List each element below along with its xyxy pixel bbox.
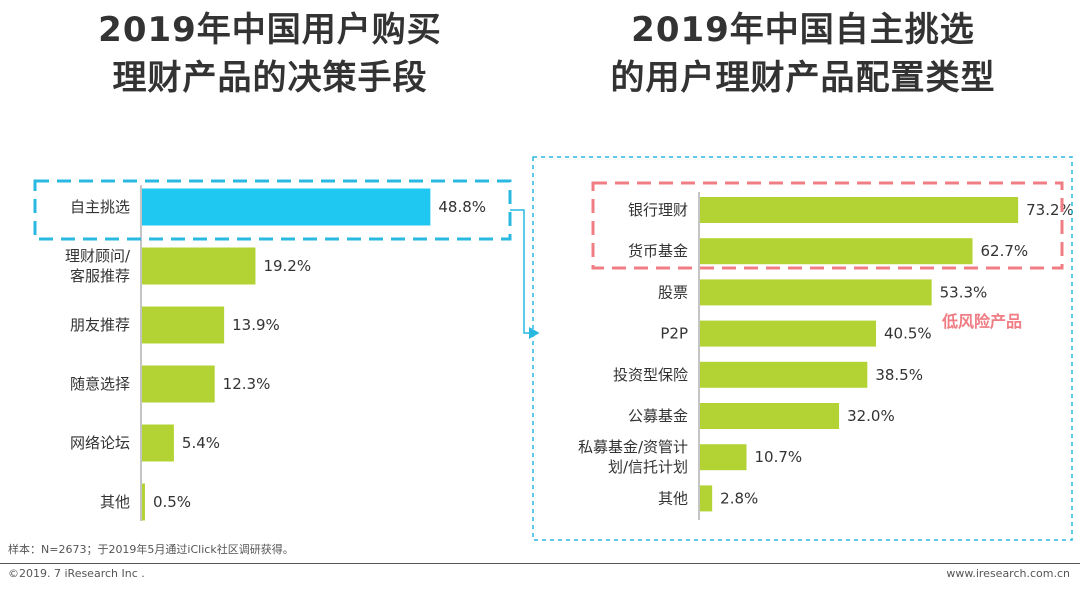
right-bar-chart: 73.2% 银行理财 62.7% 货币基金 53.3% 股票 40.5% P2P 38.5% 投资…	[578, 192, 1074, 520]
right-category-label-6-line-1: 划/信托计划	[608, 458, 688, 476]
right-category-label-2: 股票	[658, 283, 688, 301]
left-category-label-2: 朋友推荐	[70, 316, 130, 334]
chart-title-left-line2: 理财产品的决策手段	[112, 58, 428, 98]
chart-title-right-line2: 的用户理财产品配置类型	[610, 58, 996, 98]
copyright: ©2019. 7 iResearch Inc .	[8, 567, 145, 580]
left-category-label-4: 网络论坛	[70, 434, 130, 452]
chart-title-left: 2019年中国用户购买 理财产品的决策手段	[20, 6, 520, 102]
left-bar-1	[142, 247, 256, 285]
right-bar-1	[700, 238, 973, 265]
chart-title-right: 2019年中国自主挑选 的用户理财产品配置类型	[548, 6, 1058, 102]
right-bar-4	[700, 361, 868, 388]
left-value-label-4: 5.4%	[182, 434, 220, 452]
right-category-label-1: 货币基金	[628, 242, 688, 260]
right-chart-dashed-frame	[532, 156, 1073, 541]
right-bar-2	[700, 279, 932, 306]
right-value-label-1: 62.7%	[981, 242, 1029, 260]
right-bar-0	[700, 197, 1019, 223]
left-value-label-3: 12.3%	[223, 375, 271, 393]
low-risk-highlight-box	[591, 181, 1064, 270]
right-category-label-4: 投资型保险	[613, 366, 688, 384]
right-value-label-7: 2.8%	[720, 489, 758, 507]
self-select-highlight-box	[33, 179, 512, 241]
right-category-label-3: P2P	[660, 325, 688, 343]
right-bar-3	[700, 320, 877, 347]
right-value-label-3: 40.5%	[884, 325, 932, 343]
chart-decorations: 低风险产品	[33, 156, 1073, 541]
left-bar-4	[142, 424, 174, 462]
right-bar-5	[700, 403, 840, 429]
right-bar-6	[700, 444, 747, 471]
left-value-label-0: 48.8%	[438, 198, 486, 216]
sample-note: 样本：N=2673；于2019年5月通过iClick社区调研获得。	[8, 543, 294, 556]
left-category-label-5: 其他	[100, 493, 130, 511]
left-bar-5	[142, 483, 145, 521]
right-value-label-0: 73.2%	[1026, 201, 1074, 219]
right-value-label-6: 10.7%	[755, 448, 803, 466]
left-bar-2	[142, 306, 225, 344]
left-category-label-3: 随意选择	[70, 375, 130, 393]
chart-title-right-line1: 2019年中国自主挑选	[631, 10, 975, 50]
right-category-label-6-line-0: 私募基金/资管计	[578, 438, 688, 456]
left-category-label-1-line-0: 理财顾问/	[65, 247, 131, 265]
left-bar-0	[142, 188, 431, 226]
left-value-label-5: 0.5%	[153, 493, 191, 511]
right-category-label-0: 银行理财	[628, 201, 688, 219]
right-value-label-5: 32.0%	[847, 407, 895, 425]
left-value-label-2: 13.9%	[232, 316, 280, 334]
right-value-label-4: 38.5%	[875, 366, 923, 384]
right-category-label-7: 其他	[658, 489, 688, 507]
low-risk-annotation: 低风险产品	[941, 312, 1022, 331]
left-bar-3	[142, 365, 215, 403]
left-value-label-1: 19.2%	[263, 257, 311, 275]
right-bar-7	[700, 485, 713, 512]
right-category-label-5: 公募基金	[628, 407, 688, 425]
connector-arrow	[510, 209, 540, 339]
left-bar-chart: 48.8% 自主挑选 19.2% 理财顾问/客服推荐 13.9% 朋友推荐 12.3% 随意选…	[65, 185, 486, 521]
left-category-label-0: 自主挑选	[70, 198, 130, 216]
website-link[interactable]: www.iresearch.com.cn	[946, 567, 1070, 580]
footer-divider	[0, 563, 1080, 564]
left-category-label-1-line-1: 客服推荐	[70, 267, 130, 285]
chart-title-left-line1: 2019年中国用户购买	[98, 10, 442, 50]
right-value-label-2: 53.3%	[940, 283, 988, 301]
